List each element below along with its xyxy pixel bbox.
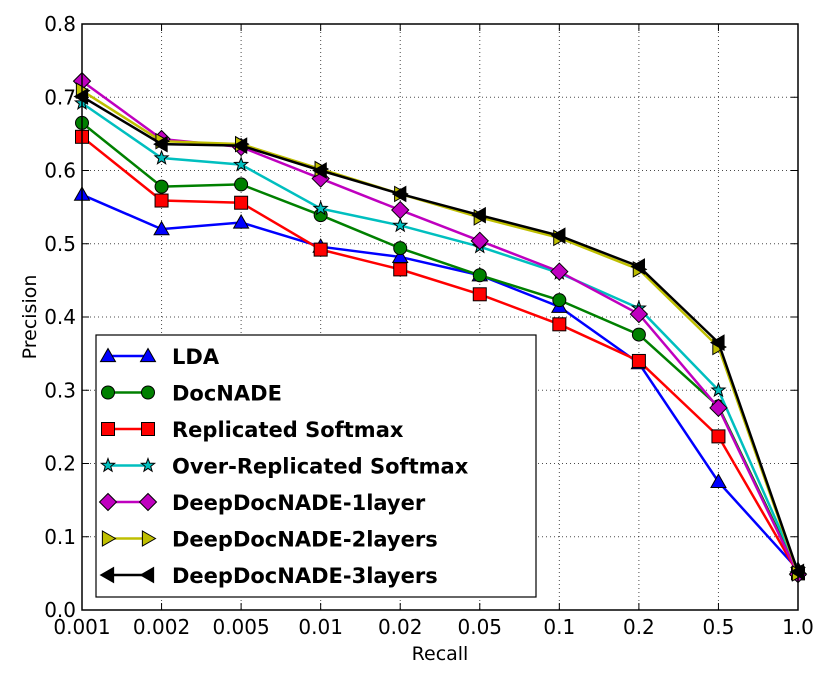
- y-tick-label: 0.3: [44, 378, 76, 402]
- x-tick-label: 0.001: [53, 615, 110, 639]
- legend-item: DeepDocNADE-2layers: [101, 528, 438, 552]
- legend-label: DeepDocNADE-1layer: [172, 491, 426, 515]
- data-point: [472, 268, 487, 283]
- series-line: [81, 121, 800, 573]
- data-point: [391, 200, 410, 220]
- legend-item: DocNADE: [101, 382, 282, 406]
- x-tick-label: 0.2: [623, 615, 655, 639]
- y-tick-label: 0.8: [44, 12, 76, 36]
- y-axis-label: Precision: [19, 275, 41, 360]
- data-point: [153, 149, 170, 165]
- data-point: [234, 177, 249, 192]
- data-point: [153, 135, 168, 153]
- legend-marker: [139, 457, 157, 473]
- series-replicated-softmax: [75, 129, 805, 581]
- data-point: [552, 317, 567, 332]
- y-tick-label: 0.1: [44, 525, 76, 549]
- y-tick-label: 0.6: [44, 159, 76, 183]
- data-point: [154, 179, 169, 194]
- legend-item: DeepDocNADE-1layer: [98, 491, 426, 515]
- legend-marker: [101, 530, 117, 547]
- series-line: [81, 102, 800, 571]
- data-point: [392, 216, 409, 233]
- legend-marker: [98, 492, 118, 512]
- legend-box: [95, 334, 537, 598]
- legend-marker: [99, 566, 115, 584]
- x-tick-label: 0.01: [298, 615, 343, 639]
- data-point: [789, 563, 805, 581]
- data-point: [233, 156, 250, 172]
- legend-marker: [141, 422, 155, 436]
- data-point: [472, 287, 487, 302]
- series-line: [81, 95, 800, 573]
- data-point: [630, 258, 646, 275]
- y-tick-label: 0.2: [44, 452, 76, 476]
- data-point: [631, 327, 646, 342]
- axis-ticks: 0.001 0.002 0.005 0.01 0.02 0.05 0.1 0.2 0.5 1.0 0…: [44, 12, 814, 639]
- data-point: [232, 137, 248, 154]
- x-tick-label: 0.1: [543, 615, 575, 639]
- legend-item: Replicated Softmax: [101, 418, 404, 442]
- series-line: [81, 193, 799, 571]
- data-point: [631, 353, 646, 368]
- series-docnade: [75, 115, 805, 579]
- legend-item: Over-Replicated Softmax: [99, 455, 469, 479]
- data-point: [552, 293, 567, 308]
- x-tick-label: 0.02: [378, 615, 423, 639]
- data-point: [391, 185, 407, 203]
- series-line: [81, 135, 800, 575]
- data-point: [710, 473, 727, 488]
- x-tick-label: 0.05: [458, 615, 503, 639]
- legend-label: DocNADE: [172, 382, 282, 406]
- legend-marker: [139, 347, 157, 363]
- y-tick-label: 0.5: [44, 232, 76, 256]
- legend-label: Replicated Softmax: [172, 418, 404, 442]
- legend-marker: [138, 492, 158, 512]
- data-point: [711, 429, 726, 444]
- y-tick-label: 0.7: [44, 85, 76, 109]
- x-tick-label: 1.0: [782, 615, 814, 639]
- x-tick-label: 0.002: [133, 615, 190, 639]
- data-point: [393, 262, 408, 277]
- legend-marker: [139, 566, 155, 584]
- x-axis-label: Recall: [412, 643, 469, 665]
- series-layer: [72, 71, 808, 584]
- legend-label: DeepDocNADE-3layers: [172, 564, 438, 588]
- legend-item: DeepDocNADE-3layers: [99, 564, 438, 588]
- data-point: [154, 193, 169, 208]
- series-deepdocnade-3layers: [73, 88, 805, 581]
- legend-marker: [99, 347, 117, 363]
- data-point: [73, 88, 89, 105]
- data-point: [629, 304, 649, 324]
- data-point: [232, 214, 250, 229]
- legend-marker: [101, 422, 115, 436]
- legend-marker: [141, 385, 155, 400]
- data-point: [550, 227, 566, 245]
- data-point: [709, 334, 725, 352]
- data-point: [710, 381, 727, 398]
- data-point: [393, 241, 408, 256]
- data-point: [234, 195, 249, 210]
- legend-marker: [101, 385, 115, 400]
- data-point: [470, 231, 489, 251]
- data-point: [709, 398, 728, 418]
- legend-marker: [99, 457, 117, 473]
- legend-item: LDA: [99, 345, 220, 369]
- legend-label: Over-Replicated Softmax: [172, 455, 469, 479]
- x-tick-label: 0.5: [703, 615, 735, 639]
- y-tick-label: 0.4: [44, 305, 76, 329]
- data-point: [312, 162, 327, 179]
- legend-marker: [141, 530, 157, 547]
- y-tick-label: 0.0: [44, 598, 76, 622]
- legend-label: LDA: [172, 345, 220, 369]
- data-point: [312, 200, 329, 216]
- data-point: [313, 242, 328, 257]
- x-tick-label: 0.005: [212, 615, 269, 639]
- legend-label: DeepDocNADE-2layers: [172, 528, 438, 552]
- data-point: [550, 262, 569, 281]
- data-point: [153, 220, 170, 236]
- data-point: [471, 206, 486, 224]
- legend: LDA DocNADE Replicated Softmax Over-Replica…: [95, 334, 537, 598]
